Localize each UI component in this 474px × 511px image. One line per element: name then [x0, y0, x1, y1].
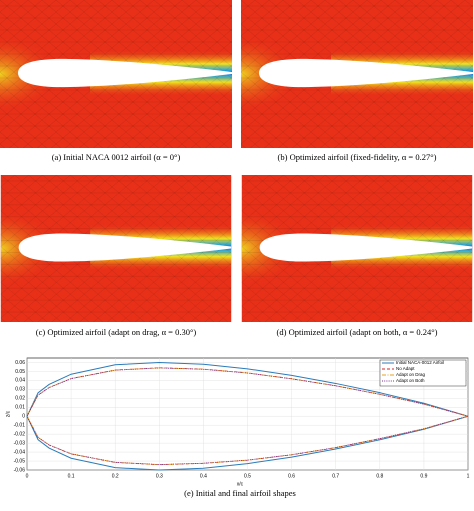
y-tick-label: 0.04 — [15, 378, 25, 384]
mesh-image — [0, 175, 232, 322]
caption: (d) Optimized airfoil (adapt on both, α … — [277, 327, 438, 337]
x-tick-label: 0.5 — [244, 473, 251, 479]
caption: (e) Initial and final airfoil shapes — [184, 488, 296, 498]
caption: (b) Optimized airfoil (fixed-fidelity, α… — [278, 152, 437, 162]
caption: (c) Optimized airfoil (adapt on drag, α … — [36, 327, 197, 337]
y-tick-label: 0.03 — [15, 387, 25, 393]
legend-label: No Adapt — [396, 366, 415, 371]
x-tick-label: 0.2 — [112, 473, 119, 479]
x-axis-label: x/c — [237, 481, 244, 487]
y-tick-label: 0.02 — [15, 396, 25, 402]
legend-label: Adapt on Both — [396, 378, 425, 383]
x-tick-label: 0.8 — [376, 473, 383, 479]
series-line — [26, 361, 469, 471]
y-tick-label: -0.05 — [14, 458, 26, 464]
legend-label: Initial NACA-0012 Airfoil — [396, 360, 444, 365]
y-tick-label: 0.06 — [15, 360, 25, 366]
mesh-image — [241, 175, 473, 322]
x-tick-label: 0.4 — [200, 473, 207, 479]
x-tick-label: 0.6 — [288, 473, 295, 479]
x-tick-label: 0 — [26, 473, 29, 479]
y-axis-label: z/c — [5, 410, 11, 417]
y-tick-label: -0.04 — [14, 449, 26, 455]
y-tick-label: -0.06 — [14, 467, 26, 473]
legend-box — [379, 359, 467, 387]
x-tick-label: 0.7 — [332, 473, 339, 479]
caption: (a) Initial NACA 0012 airfoil (α = 0°) — [52, 152, 181, 162]
y-tick-label: 0.05 — [15, 369, 25, 375]
y-tick-label: -0.02 — [14, 431, 26, 437]
x-tick-label: 0.9 — [420, 473, 427, 479]
x-tick-label: 0.1 — [68, 473, 75, 479]
x-tick-label: 0.3 — [156, 473, 163, 479]
mesh-image — [0, 0, 232, 148]
y-tick-label: 0.01 — [15, 405, 25, 411]
y-tick-label: -0.03 — [14, 440, 26, 446]
mesh-image — [241, 0, 473, 148]
y-tick-label: 0 — [22, 414, 25, 420]
series-line — [26, 367, 469, 465]
legend-label: Adapt on Drag — [396, 372, 426, 377]
y-tick-label: -0.01 — [14, 423, 26, 429]
x-tick-label: 1 — [467, 473, 470, 479]
